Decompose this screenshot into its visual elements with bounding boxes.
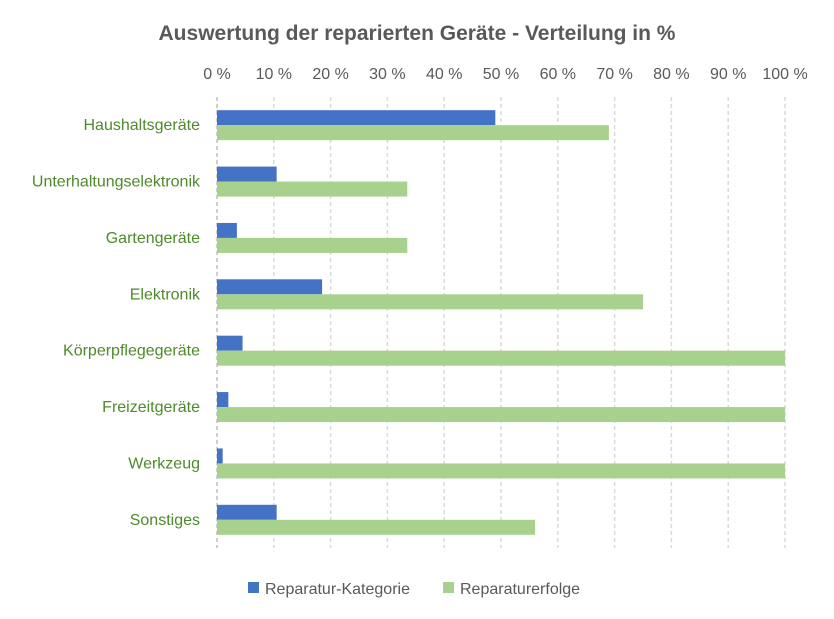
bar-reparatur-kategorie [217,166,277,182]
category-label: Haushaltsgeräte [83,117,200,134]
legend-label: Reparaturerfolge [460,581,580,598]
category-label: Sonstiges [130,512,200,529]
chart-title: Auswertung der reparierten Geräte - Vert… [159,22,676,45]
bar-reparaturerfolge [217,237,408,253]
x-tick-label: 30 % [369,66,405,83]
category-label: Elektronik [130,286,201,303]
x-tick-label: 60 % [540,66,576,83]
bar-reparatur-kategorie [217,392,229,408]
bar-reparatur-kategorie [217,504,277,520]
x-tick-label: 100 % [762,66,807,83]
bar-reparaturerfolge [217,125,609,141]
x-tick-label: 80 % [653,66,689,83]
category-label: Werkzeug [128,455,200,472]
bar-reparaturerfolge [217,519,536,535]
bar-reparaturerfolge [217,463,785,479]
bar-reparatur-kategorie [217,448,223,464]
x-tick-label: 40 % [426,66,462,83]
x-tick-label: 0 % [203,66,231,83]
x-tick-label: 50 % [483,66,519,83]
bar-reparatur-kategorie [217,222,237,238]
bar-reparaturerfolge [217,181,408,197]
bar-reparaturerfolge [217,350,785,366]
legend: Reparatur-Kategorie Reparaturerfolge [248,581,580,598]
gridlines [216,97,786,548]
legend-swatch [443,582,454,593]
bar-reparatur-kategorie [217,279,323,295]
category-labels: Haushaltsgeräte Unterhaltungselektronik Ga… [32,117,201,529]
x-axis-ticks: 0 % 10 % 20 % 30 % 40 % 50 % 60 % 70 % 80 % 90 % 1… [203,66,807,83]
legend-swatch [248,582,259,593]
category-label: Körperpflegegeräte [63,343,200,360]
bar-reparaturerfolge [217,294,643,310]
x-tick-label: 90 % [710,66,746,83]
bar-reparatur-kategorie [217,335,243,351]
bar-reparatur-kategorie [217,110,496,126]
x-tick-label: 70 % [596,66,632,83]
category-label: Freizeitgeräte [102,399,200,416]
bars [217,110,785,535]
x-tick-label: 10 % [256,66,292,83]
category-label: Gartengeräte [106,230,200,247]
x-tick-label: 20 % [312,66,348,83]
legend-label: Reparatur-Kategorie [265,581,410,598]
bar-reparaturerfolge [217,407,785,423]
category-label: Unterhaltungselektronik [32,174,201,191]
